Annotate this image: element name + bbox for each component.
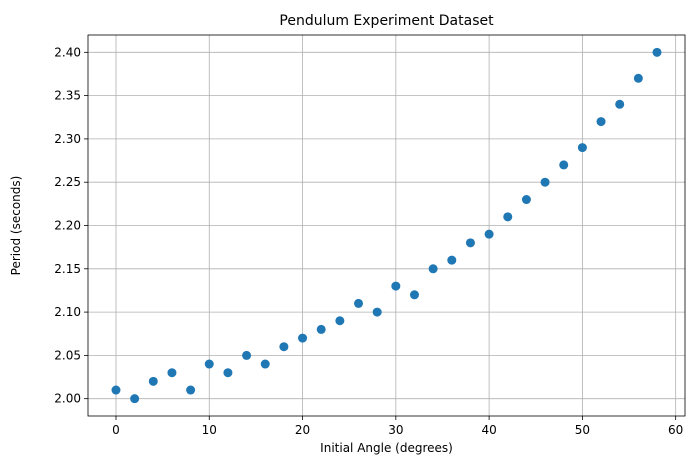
axis-ticks: 0 10 20 30 40 50 60 2.00 2.05 2.10 2.15 2.20 2.25 2.3… bbox=[54, 45, 683, 437]
data-point bbox=[633, 73, 643, 83]
y-tick-label: 2.15 bbox=[54, 262, 81, 276]
data-point bbox=[409, 290, 419, 300]
data-point bbox=[372, 307, 382, 317]
data-point bbox=[335, 316, 345, 326]
data-point bbox=[521, 195, 531, 205]
data-point bbox=[298, 333, 308, 343]
data-point bbox=[484, 229, 494, 239]
y-tick-label: 2.05 bbox=[54, 348, 81, 362]
y-tick-label: 2.20 bbox=[54, 219, 81, 233]
data-point bbox=[428, 264, 438, 274]
data-point bbox=[465, 238, 475, 248]
y-tick-label: 2.25 bbox=[54, 175, 81, 189]
data-point bbox=[111, 385, 121, 395]
grid-layer bbox=[88, 35, 685, 416]
data-point bbox=[652, 47, 662, 57]
data-point bbox=[260, 359, 270, 369]
data-point bbox=[354, 298, 364, 308]
data-point bbox=[596, 117, 606, 127]
data-point bbox=[540, 177, 550, 187]
x-tick-label: 0 bbox=[112, 423, 120, 437]
y-tick-label: 2.40 bbox=[54, 45, 81, 59]
y-tick-label: 2.00 bbox=[54, 392, 81, 406]
data-points bbox=[111, 47, 662, 404]
data-point bbox=[316, 324, 326, 334]
x-axis-label: Initial Angle (degrees) bbox=[320, 441, 453, 455]
data-point bbox=[577, 143, 587, 153]
x-tick-label: 40 bbox=[481, 423, 496, 437]
chart-title: Pendulum Experiment Dataset bbox=[279, 13, 494, 29]
x-tick-label: 50 bbox=[575, 423, 590, 437]
data-point bbox=[242, 350, 252, 360]
y-tick-label: 2.10 bbox=[54, 305, 81, 319]
x-tick-label: 10 bbox=[202, 423, 217, 437]
data-point bbox=[148, 376, 158, 386]
data-point bbox=[615, 99, 625, 109]
data-point bbox=[503, 212, 513, 222]
x-tick-label: 20 bbox=[295, 423, 310, 437]
y-tick-label: 2.35 bbox=[54, 89, 81, 103]
y-tick-label: 2.30 bbox=[54, 132, 81, 146]
data-point bbox=[559, 160, 569, 170]
data-point bbox=[391, 281, 401, 291]
data-point bbox=[186, 385, 196, 395]
data-point bbox=[279, 342, 289, 352]
x-tick-label: 60 bbox=[668, 423, 683, 437]
x-tick-label: 30 bbox=[388, 423, 403, 437]
data-point bbox=[223, 368, 233, 378]
data-point bbox=[167, 368, 177, 378]
data-point bbox=[204, 359, 214, 369]
y-axis-label: Period (seconds) bbox=[9, 176, 23, 276]
data-point bbox=[130, 394, 140, 404]
data-point bbox=[447, 255, 457, 265]
